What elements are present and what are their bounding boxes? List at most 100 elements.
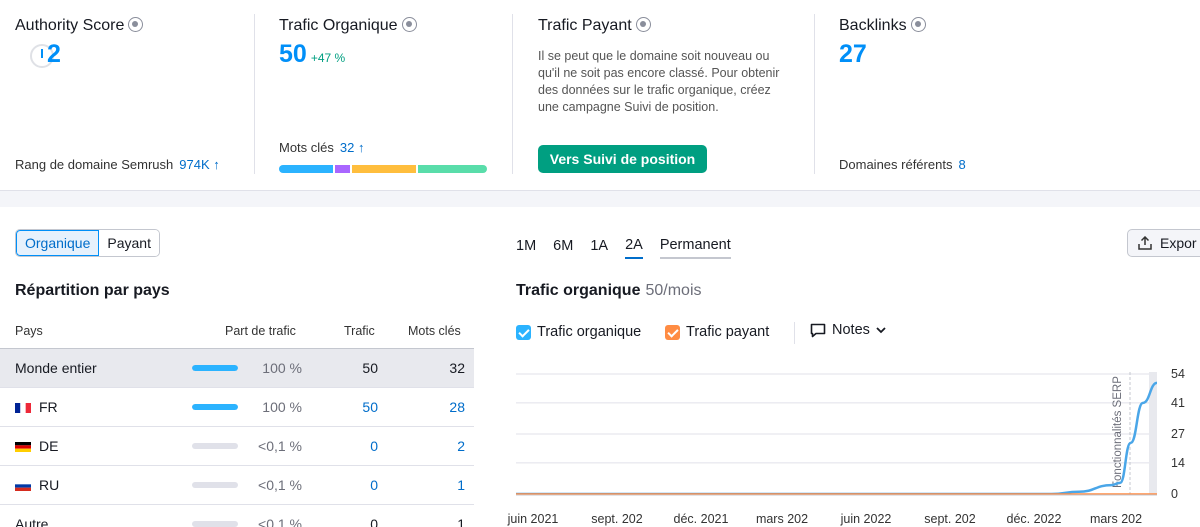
y-tick-label: 54 [1171, 367, 1185, 381]
keywords-value[interactable]: 2 [457, 438, 465, 454]
col-header-keywords[interactable]: Mots clés [408, 324, 461, 338]
chevron-down-icon [876, 326, 886, 333]
x-tick-label: sept. 202 [924, 512, 975, 526]
table-row[interactable]: RU <0,1 % 0 1 [0, 465, 474, 504]
organic-checkbox-icon[interactable] [516, 324, 531, 340]
backlinks-value[interactable]: 27 [839, 40, 867, 68]
authority-score-value[interactable]: 2 [47, 40, 61, 68]
country-name[interactable]: RU [15, 477, 59, 493]
backlinks-card: Backlinks 27 Domaines référents 8 [839, 0, 1139, 190]
fr-flag-icon [15, 403, 31, 413]
country-table: Monde entier 100 % 50 32 FR 100 % 50 28 … [0, 348, 474, 527]
traffic-value[interactable]: 50 [362, 399, 378, 415]
x-tick-label: déc. 2022 [1007, 512, 1062, 526]
col-header-country: Pays [15, 324, 43, 338]
organic-traffic-delta: +47 % [310, 51, 346, 65]
summary-panel: Authority Score 2 Rang de domaine Semrus… [0, 0, 1200, 190]
export-button[interactable]: Expor [1127, 229, 1200, 257]
traffic-value: 50 [362, 360, 378, 376]
info-icon[interactable] [401, 17, 417, 32]
organic-traffic-chart[interactable]: 54 41 27 14 0 juin 2021 sept. 202 déc. 2021 mars… [0, 355, 1200, 527]
country-name[interactable]: FR [15, 399, 58, 415]
keyword-segment[interactable] [349, 165, 417, 173]
col-header-traffic[interactable]: Trafic [344, 324, 375, 338]
keyword-segment[interactable] [333, 165, 350, 173]
domain-rank: Rang de domaine Semrush 974K ↑ [15, 157, 220, 172]
divider [814, 14, 815, 174]
legend-paid[interactable]: Trafic payant [665, 324, 769, 340]
legend-organic[interactable]: Trafic organique [516, 324, 641, 340]
info-icon[interactable] [128, 17, 144, 32]
info-icon[interactable] [910, 17, 926, 32]
share-bar [192, 482, 238, 488]
period-tab-6m[interactable]: 6M [553, 233, 573, 259]
traffic-value[interactable]: 0 [370, 477, 378, 493]
divider [794, 322, 795, 344]
paid-toggle-button[interactable]: Payant [99, 230, 159, 256]
x-tick-label: mars 202 [756, 512, 808, 526]
traffic-share: <0,1 % [258, 438, 302, 454]
serp-features-label[interactable]: Fonctionnalités SERP [1112, 376, 1124, 488]
traffic-value[interactable]: 0 [370, 438, 378, 454]
keywords-value: 32 [449, 360, 465, 376]
export-icon [1138, 236, 1152, 250]
x-tick-label: mars 202 [1090, 512, 1142, 526]
organic-toggle-button[interactable]: Organique [16, 230, 100, 256]
traffic-share: <0,1 % [258, 516, 302, 527]
info-icon[interactable] [635, 17, 651, 32]
keyword-segment[interactable] [279, 165, 334, 173]
notes-icon [810, 323, 826, 337]
section-separator [0, 190, 1200, 207]
keyword-segment[interactable] [416, 165, 487, 173]
organic-traffic-line[interactable] [516, 381, 1158, 496]
y-tick-label: 14 [1171, 456, 1185, 470]
traffic-share: <0,1 % [258, 477, 302, 493]
authority-score-title: Authority Score [15, 17, 144, 35]
share-bar [192, 365, 238, 371]
organic-traffic-title: Trafic Organique [279, 17, 417, 35]
ru-flag-icon [15, 481, 31, 491]
keyword-distribution-bar[interactable] [279, 165, 487, 173]
period-tab-permanent[interactable]: Permanent [659, 233, 731, 259]
table-row[interactable]: FR 100 % 50 28 [0, 387, 474, 426]
country-name: Monde entier [15, 360, 97, 376]
keywords-value[interactable]: 28 [449, 399, 465, 415]
paid-checkbox-icon[interactable] [665, 324, 680, 340]
table-row[interactable]: Monde entier 100 % 50 32 [0, 348, 474, 387]
col-header-share: Part de trafic [225, 324, 296, 338]
traffic-share: 100 % [262, 360, 302, 376]
table-row[interactable]: Autre <0,1 % 0 1 [0, 504, 474, 527]
authority-gauge-icon [30, 44, 54, 68]
y-tick-label: 41 [1171, 396, 1185, 410]
paid-traffic-card: Trafic Payant [538, 0, 798, 190]
keywords-value[interactable]: 1 [457, 477, 465, 493]
organic-traffic-card: Trafic Organique 50 +47 % Mots clés 32 ↑ [279, 0, 499, 190]
period-tab-1m[interactable]: 1M [516, 233, 536, 259]
x-tick-label: sept. 202 [591, 512, 642, 526]
table-row[interactable]: DE <0,1 % 0 2 [0, 426, 474, 465]
paid-traffic-message: Il se peut que le domaine soit nouveau o… [538, 49, 780, 114]
organic-traffic-value: 50 +47 % [279, 40, 346, 68]
period-tab-2a[interactable]: 2A [625, 233, 643, 259]
country-name[interactable]: DE [15, 438, 58, 454]
share-bar [192, 443, 238, 449]
notes-dropdown[interactable]: Notes [810, 322, 886, 338]
x-tick-label: déc. 2021 [674, 512, 729, 526]
share-bar [192, 521, 238, 527]
organic-keywords: Mots clés 32 ↑ [279, 140, 365, 155]
country-distribution-title: Répartition par pays [15, 282, 170, 299]
x-tick-label: juin 2021 [507, 512, 559, 526]
export-label: Expor [1160, 235, 1197, 251]
country-name: Autre [15, 516, 49, 527]
traffic-value: 0 [370, 516, 378, 527]
de-flag-icon [15, 442, 31, 452]
period-tab-1a[interactable]: 1A [590, 233, 608, 259]
share-bar [192, 404, 238, 410]
position-tracking-button[interactable]: Vers Suivi de position [538, 145, 707, 173]
keywords-value: 1 [457, 516, 465, 527]
period-selector: 1M 6M 1A 2A Permanent [516, 233, 748, 259]
divider [254, 14, 255, 174]
traffic-chart-title: Trafic organique 50/mois [516, 282, 702, 299]
referring-domains: Domaines référents 8 [839, 157, 966, 172]
serp-marker-band [1149, 372, 1157, 494]
